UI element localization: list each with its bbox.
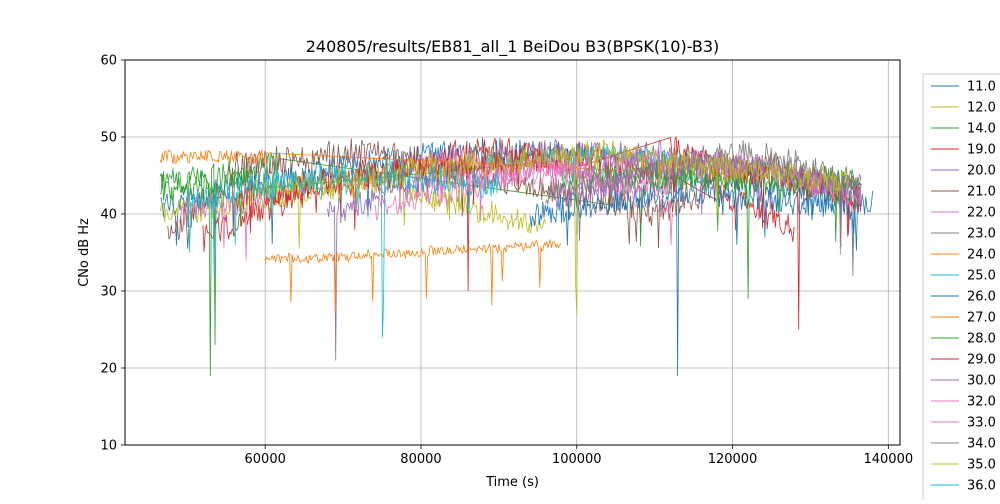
series-line-23.0 <box>545 139 862 277</box>
y-tick-label: 10 <box>100 439 117 454</box>
legend-label: 33.0 <box>967 416 996 431</box>
legend-label: 24.0 <box>967 248 996 263</box>
legend-label: 36.0 <box>967 479 996 494</box>
legend-label: 26.0 <box>967 290 996 305</box>
plot-frame <box>124 59 901 446</box>
legend-label: 25.0 <box>967 269 996 284</box>
y-tick-label: 60 <box>100 54 117 69</box>
legend-label: 27.0 <box>967 311 996 326</box>
legend-label: 19.0 <box>967 143 996 158</box>
y-axis-label: CNo dB Hz <box>77 218 92 287</box>
legend-label: 30.0 <box>967 374 996 389</box>
x-tick-label: 140000 <box>863 452 913 467</box>
legend-label: 23.0 <box>967 227 996 242</box>
legend-label: 34.0 <box>967 437 996 452</box>
legend-label: 14.0 <box>967 122 996 137</box>
x-tick-label: 120000 <box>708 452 758 467</box>
series-line-34.0 <box>576 149 862 248</box>
legend-label: 35.0 <box>967 458 996 473</box>
legend-label: 32.0 <box>967 395 996 410</box>
series-line-12.0 <box>159 172 546 249</box>
legend-label: 11.0 <box>967 80 996 95</box>
x-axis-label: Time (s) <box>485 475 539 490</box>
x-tick-label: 80000 <box>400 452 441 467</box>
legend-label: 28.0 <box>967 332 996 347</box>
legend-label: 29.0 <box>967 353 996 368</box>
series-line-36.0 <box>186 160 499 338</box>
y-tick-label: 40 <box>100 208 117 223</box>
y-tick-label: 50 <box>100 131 117 146</box>
legend-label: 21.0 <box>967 185 996 200</box>
legend-box <box>922 73 1000 504</box>
chart-title: 240805/results/EB81_all_1 BeiDou B3(BPSK… <box>306 37 720 57</box>
x-tick-label: 60000 <box>245 452 286 467</box>
legend-label: 12.0 <box>967 101 996 116</box>
series-line-35.0 <box>249 138 850 315</box>
x-tick-label: 100000 <box>552 452 602 467</box>
y-tick-label: 20 <box>100 362 117 377</box>
legend-label: 22.0 <box>967 206 996 221</box>
y-tick-label: 30 <box>100 285 117 300</box>
series-line-24.0 <box>264 239 562 312</box>
legend-label: 20.0 <box>967 164 996 179</box>
